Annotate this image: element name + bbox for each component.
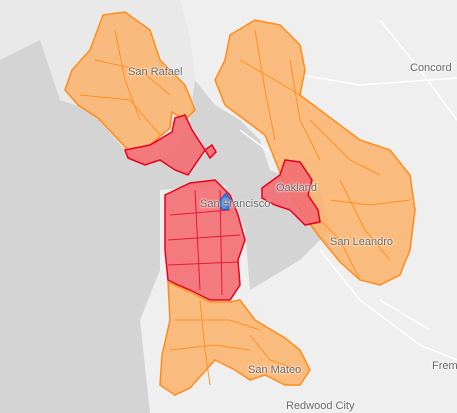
region-east-bay[interactable] xyxy=(214,19,416,286)
marin-borders xyxy=(79,29,171,136)
region-oakland[interactable] xyxy=(261,159,321,226)
region-peninsula[interactable] xyxy=(159,280,311,396)
peninsula-borders xyxy=(169,299,301,386)
region-angel-island[interactable] xyxy=(203,143,217,160)
region-marin[interactable] xyxy=(64,11,196,151)
east-bay-borders xyxy=(239,29,411,281)
region-downtown[interactable] xyxy=(219,192,232,211)
